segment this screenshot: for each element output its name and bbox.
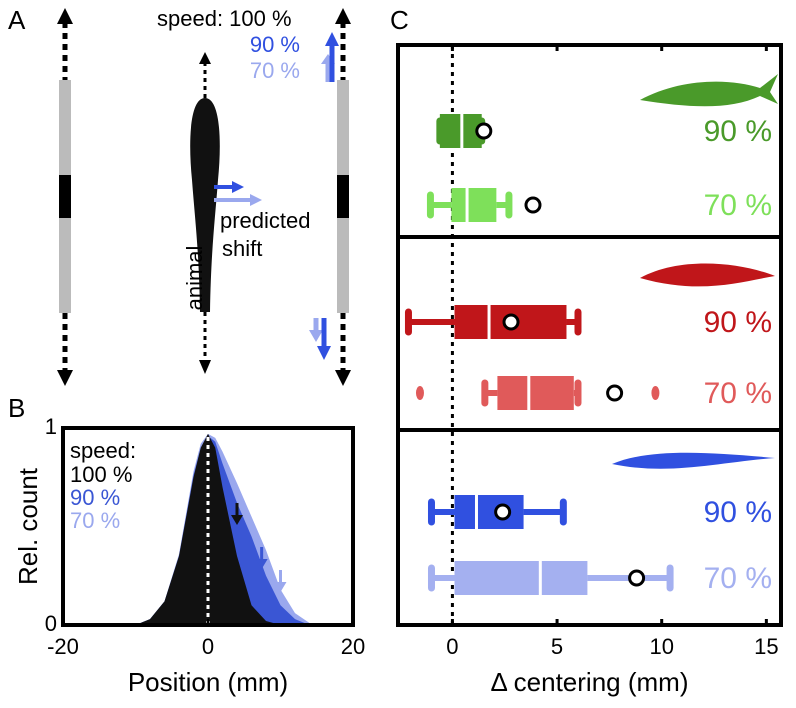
y-axis-label: Rel. count — [13, 467, 43, 585]
arrow-head — [335, 8, 351, 24]
arrow-head — [250, 194, 262, 206]
panel-a: speed: 100 % 90 % 70 % predicted shift a… — [57, 6, 351, 386]
speed-label: speed: 100 % — [157, 6, 292, 31]
y-tick-label: 0 — [45, 611, 57, 636]
arrow-head — [232, 181, 244, 193]
mean — [524, 196, 542, 214]
fish-silhouette — [640, 74, 778, 107]
plot-frame — [396, 43, 783, 627]
panel-label: C — [390, 5, 409, 35]
annotation: predicted — [220, 208, 311, 233]
density-area — [135, 433, 310, 625]
mean — [606, 384, 624, 402]
box — [454, 561, 588, 595]
mean — [475, 122, 493, 140]
bar-segment — [337, 175, 349, 218]
legend-entry: 100 % — [70, 462, 132, 487]
annotation: animal — [182, 246, 207, 311]
group-label: 70 % — [704, 377, 772, 410]
x-tick-label: 20 — [341, 634, 365, 659]
bar-segment — [59, 175, 71, 218]
fish-silhouette — [612, 452, 775, 469]
arrow-head — [309, 330, 323, 342]
speed-label: 70 % — [250, 58, 300, 83]
fish-silhouette — [640, 263, 775, 287]
x-tick-label: -20 — [47, 634, 79, 659]
arrow-head — [57, 8, 73, 24]
mean — [628, 569, 646, 587]
legend-entry: 70 % — [70, 508, 120, 533]
arrow-head — [57, 370, 73, 386]
arrow-head — [274, 582, 287, 592]
arrow-head — [317, 346, 331, 360]
box — [497, 376, 574, 410]
x-axis-label: Δ centering (mm) — [491, 667, 689, 697]
arrow-head — [199, 52, 211, 64]
x-tick-label: 0 — [202, 634, 214, 659]
group-label: 90 % — [704, 306, 772, 339]
panel-label: A — [8, 5, 26, 35]
x-tick-label: 5 — [551, 634, 563, 659]
x-tick-label: 10 — [649, 634, 673, 659]
bar-segment — [59, 218, 71, 313]
group-label: 70 % — [704, 562, 772, 595]
panel-c: 90 % 70 % 90 % 70 % 90 % 70 % 0 5 10 15 Δ centerin… — [396, 43, 783, 697]
x-axis-label: Position (mm) — [128, 667, 288, 697]
bar-segment — [337, 80, 349, 175]
arrow-head — [255, 559, 268, 569]
y-tick-label: 1 — [45, 414, 57, 439]
panel-label: B — [8, 393, 25, 423]
x-tick-label: 15 — [754, 634, 778, 659]
annotation: shift — [222, 236, 262, 261]
speed-label: 90 % — [250, 32, 300, 57]
outlier — [651, 386, 660, 400]
box — [454, 495, 524, 529]
group-label: 70 % — [704, 189, 772, 222]
arrow-head — [335, 370, 351, 386]
animal-body — [190, 98, 220, 312]
arrow-head — [231, 515, 243, 525]
mean — [494, 503, 512, 521]
legend-entry: 90 % — [70, 485, 120, 510]
outlier — [415, 386, 424, 400]
box — [451, 188, 497, 222]
bar-segment — [337, 218, 349, 313]
mean — [502, 313, 520, 331]
x-tick-label: 0 — [446, 634, 458, 659]
group-label: 90 % — [704, 496, 772, 529]
arrow-head — [325, 32, 339, 46]
legend-title: speed: — [70, 438, 136, 463]
bar-segment — [59, 80, 71, 175]
group-label: 90 % — [704, 115, 772, 148]
arrow-head — [199, 360, 211, 374]
